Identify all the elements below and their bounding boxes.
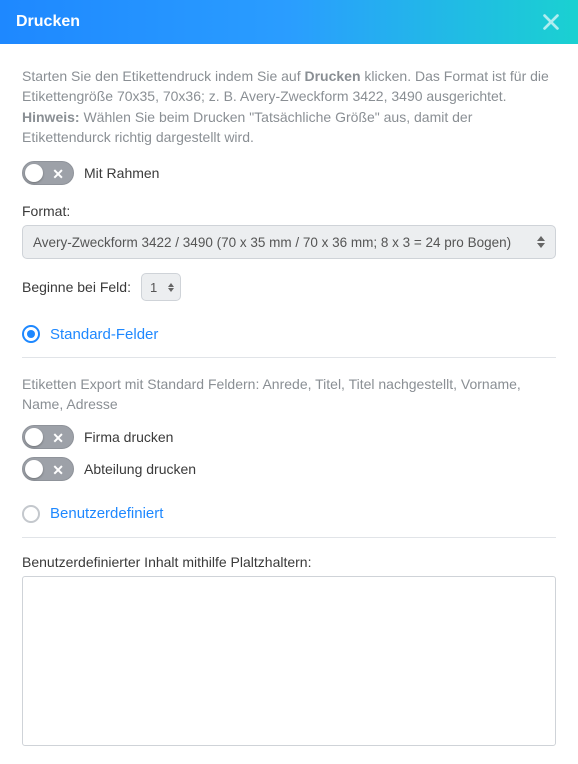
- divider: [22, 357, 556, 358]
- intro-text: Starten Sie den Etikettendruck indem Sie…: [22, 66, 556, 147]
- format-label: Format:: [22, 203, 556, 219]
- toggle-knob: [25, 460, 43, 478]
- start-field-value: 1: [150, 280, 157, 295]
- standard-fields-radio[interactable]: [22, 325, 40, 343]
- with-frame-label: Mit Rahmen: [84, 165, 159, 181]
- standard-fields-radio-row: Standard-Felder: [22, 325, 556, 343]
- with-frame-row: ✕ Mit Rahmen: [22, 161, 556, 185]
- intro-hint-text: Wählen Sie beim Drucken "Tatsächliche Gr…: [22, 109, 472, 145]
- dialog-header: Drucken: [0, 0, 578, 44]
- chevron-updown-icon: [533, 231, 549, 253]
- format-selected-value: Avery-Zweckform 3422 / 3490 (70 x 35 mm …: [33, 235, 511, 250]
- dialog-title: Drucken: [16, 13, 540, 31]
- start-field-row: Beginne bei Feld: 1: [22, 273, 556, 301]
- close-icon[interactable]: [540, 11, 562, 33]
- print-company-row: ✕ Firma drucken: [22, 425, 556, 449]
- custom-textarea-label: Benutzerdefinierter Inhalt mithilfe Plal…: [22, 554, 556, 570]
- print-dialog: Drucken Starten Sie den Etikettendruck i…: [0, 0, 578, 764]
- standard-fields-desc: Etiketten Export mit Standard Feldern: A…: [22, 374, 556, 415]
- standard-fields-label: Standard-Felder: [50, 326, 158, 343]
- intro-bold1: Drucken: [305, 68, 361, 84]
- print-department-row: ✕ Abteilung drucken: [22, 457, 556, 481]
- custom-content-textarea[interactable]: [22, 576, 556, 746]
- with-frame-toggle[interactable]: ✕: [22, 161, 74, 185]
- toggle-x-icon: ✕: [52, 165, 64, 183]
- chevron-updown-icon: [165, 277, 177, 297]
- dialog-body: Starten Sie den Etikettendruck indem Sie…: [0, 44, 578, 764]
- toggle-x-icon: ✕: [52, 461, 64, 479]
- toggle-knob: [25, 164, 43, 182]
- toggle-knob: [25, 428, 43, 446]
- intro-hint-label: Hinweis:: [22, 109, 80, 125]
- toggle-x-icon: ✕: [52, 429, 64, 447]
- start-field-select[interactable]: 1: [141, 273, 181, 301]
- print-department-toggle[interactable]: ✕: [22, 457, 74, 481]
- print-company-label: Firma drucken: [84, 429, 173, 445]
- intro-part1: Starten Sie den Etikettendruck indem Sie…: [22, 68, 305, 84]
- custom-radio-row: Benutzerdefiniert: [22, 505, 556, 523]
- custom-label: Benutzerdefiniert: [50, 505, 163, 522]
- start-field-label: Beginne bei Feld:: [22, 279, 131, 295]
- divider: [22, 537, 556, 538]
- custom-radio[interactable]: [22, 505, 40, 523]
- print-department-label: Abteilung drucken: [84, 461, 196, 477]
- format-select[interactable]: Avery-Zweckform 3422 / 3490 (70 x 35 mm …: [22, 225, 556, 259]
- print-company-toggle[interactable]: ✕: [22, 425, 74, 449]
